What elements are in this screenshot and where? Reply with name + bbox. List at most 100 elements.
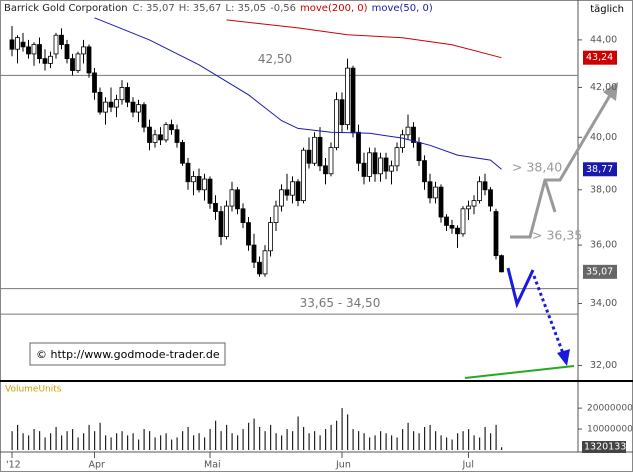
volume-bar [451, 439, 453, 450]
candle-body [301, 149, 306, 202]
volume-bar [121, 431, 123, 450]
volume-bar [99, 422, 101, 450]
candle-body [213, 202, 218, 212]
candle-body [279, 189, 284, 207]
projection-branch [543, 179, 557, 213]
candle-body [185, 162, 191, 183]
volume-bar [61, 435, 63, 450]
candle-body [284, 189, 290, 196]
marks [0, 17, 578, 450]
candle-body [334, 99, 339, 149]
volume-bar [352, 429, 354, 450]
volume-bar [204, 437, 206, 450]
volume-bar [319, 435, 321, 450]
volume-bar [484, 426, 486, 450]
volume-bar [209, 429, 211, 450]
volume-bar [50, 433, 52, 450]
candle-body [158, 134, 163, 141]
candle-body [20, 41, 26, 48]
volume-bar [396, 437, 398, 450]
volume-bar [275, 433, 277, 450]
candle-body [9, 39, 15, 50]
candle-body [449, 224, 455, 229]
candle-body [136, 104, 141, 113]
volume-bar [143, 429, 145, 450]
candle-body [59, 34, 64, 45]
y-tick-label: 36,00 [590, 240, 617, 251]
volume-bar [28, 435, 30, 450]
volume-bar [66, 431, 68, 450]
candle-body [196, 176, 202, 191]
volume-bar [369, 437, 371, 450]
volume-bar [446, 437, 448, 450]
candle-body [251, 244, 257, 263]
candle-body [438, 186, 444, 218]
candle-body [235, 189, 240, 210]
source: © http://www.godmode-trader.de [36, 348, 220, 361]
volume-bar [94, 431, 96, 450]
candle-body [422, 160, 427, 183]
volume-bar [226, 424, 228, 450]
volume-bar [154, 437, 156, 450]
x-tick-label: Jun [335, 460, 351, 471]
volume-bar [116, 433, 118, 450]
candle-body [433, 186, 438, 199]
zone-label: 33,65 - 34,50 [300, 296, 381, 310]
price-tag [583, 50, 617, 65]
candle-body [444, 216, 449, 226]
price-tag [583, 162, 617, 177]
volume-tag-label: 1320133 [584, 442, 626, 453]
moving-average [94, 17, 502, 170]
candle-body [328, 147, 334, 175]
candle-body [488, 189, 493, 207]
volume-bar [215, 420, 217, 450]
volume-bar [165, 433, 167, 450]
candle-body [427, 181, 433, 199]
candle-body [191, 176, 196, 183]
candle-body [499, 255, 504, 273]
volume-bar [325, 429, 327, 450]
candle-body [323, 165, 328, 175]
candle-body [174, 129, 180, 143]
volume-bar [176, 437, 178, 450]
x-tick-label: Mai [204, 460, 221, 471]
moving-average [226, 19, 502, 59]
volume-bar [231, 433, 233, 450]
candle-body [471, 200, 477, 207]
quote: C: 35,07 [133, 3, 175, 14]
candle-body [389, 165, 394, 172]
candle-body [48, 55, 53, 64]
x-tick-label: Jul [462, 460, 474, 471]
candle-body [273, 205, 279, 224]
volume-tick-label: 10000000 [587, 425, 633, 435]
period: täglich [590, 4, 624, 15]
volume-bar [33, 429, 35, 450]
volume-bar [39, 431, 41, 450]
candle-body [86, 46, 92, 74]
volume-bar [193, 435, 195, 450]
price-tag-label: 38,77 [586, 164, 613, 175]
candle-body [130, 101, 136, 113]
level-label: 42,50 [258, 52, 292, 66]
volume-bar [440, 435, 442, 450]
candle-body [202, 178, 207, 191]
candle-body [42, 58, 48, 64]
price-tag-label: 35,07 [586, 266, 613, 277]
volume-bar [336, 420, 338, 450]
quote: -0,56 [270, 3, 296, 14]
candle-body [31, 44, 37, 55]
trend-line [464, 365, 575, 379]
volume-bar [138, 439, 140, 450]
candle-body [53, 34, 59, 55]
candle-body [64, 44, 70, 60]
candle-body [350, 67, 356, 133]
volume-bar [83, 433, 85, 450]
candle-body [460, 208, 466, 235]
volume-bar [308, 433, 310, 450]
candle-body [477, 181, 482, 202]
candle-body [169, 124, 174, 131]
candle-body [312, 136, 317, 164]
volume-bar [424, 426, 426, 450]
